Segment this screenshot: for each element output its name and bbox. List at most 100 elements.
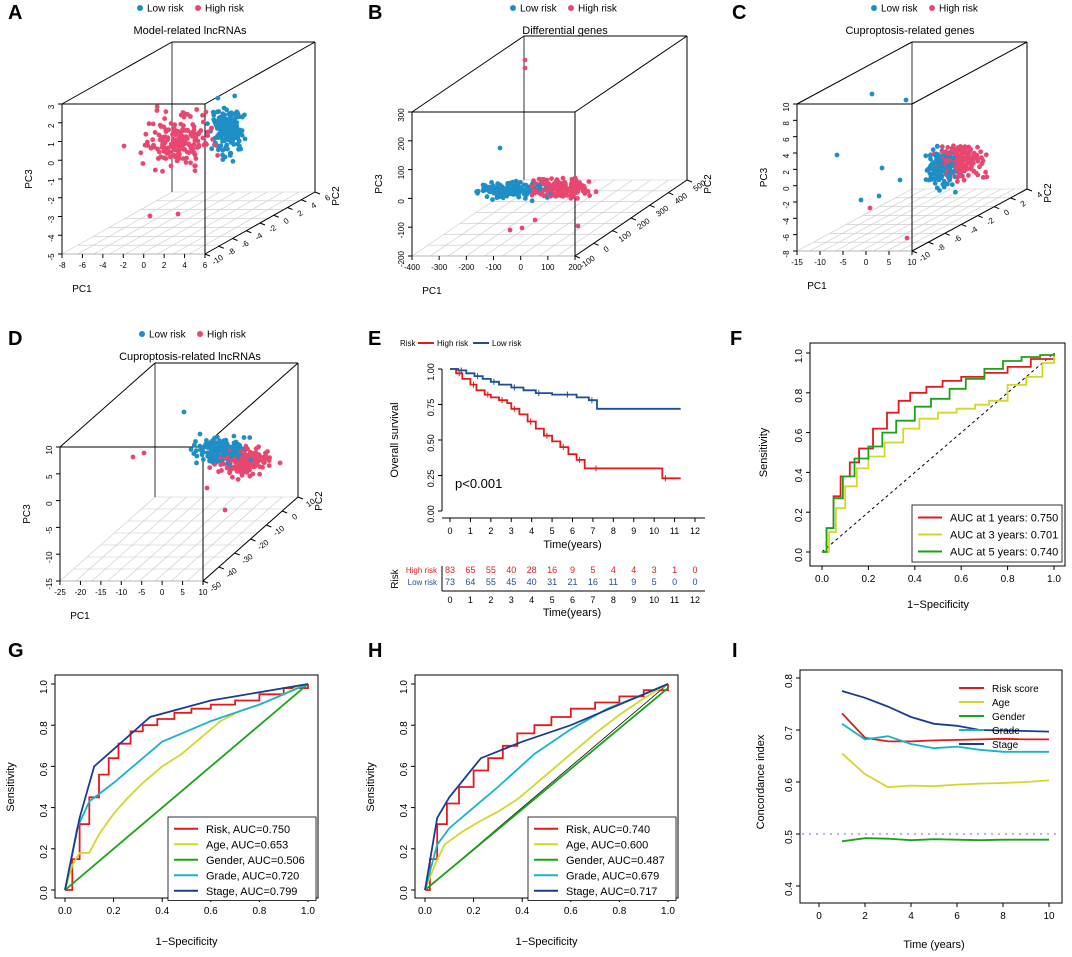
low-risk-point: [930, 147, 936, 153]
high-risk-point: [978, 149, 983, 155]
low-risk-point: [194, 460, 199, 466]
x-tick-label: 7: [590, 526, 595, 536]
plot-title: Differential genes: [522, 25, 608, 37]
floor-grid-line: [860, 188, 977, 252]
risk-table-x-tick-label: 1: [468, 595, 473, 605]
high-risk-point: [262, 457, 267, 462]
risk-table-x-tick-label: 10: [649, 595, 659, 605]
high-risk-point: [974, 153, 980, 159]
floor-grid-line: [835, 188, 951, 252]
z-tick-label: -3: [47, 215, 56, 223]
z-tick-label: -5: [45, 526, 54, 534]
roc-time-plot: 0.0 0.2 0.4 0.6 0.8 1.0 0.0 0.2 0.4 0.6 0.8 1.0 1−Sp…: [758, 342, 1066, 611]
y-tick-label: -8: [935, 242, 946, 254]
x-tick-label: 0.8: [612, 906, 626, 917]
z-tick-label: 0: [397, 199, 406, 204]
x-tick-label: -5: [138, 588, 146, 597]
high-risk-point: [146, 121, 152, 127]
low-risk-point: [188, 447, 194, 452]
x-axis-label: Time (years): [903, 939, 964, 951]
high-risk-point: [173, 128, 179, 134]
low-risk-point: [218, 143, 224, 149]
y-tick: [630, 217, 637, 221]
y-tick-label: 0.4: [39, 803, 50, 817]
high-risk-point: [175, 211, 181, 217]
high-risk-point: [522, 65, 528, 71]
risk-table-x-axis-label: Time(years): [543, 607, 601, 619]
floor-grid-line: [123, 496, 219, 582]
x-tick-label: 0.2: [861, 574, 875, 585]
x-tick-label: 10: [649, 526, 659, 536]
high-risk-point: [193, 135, 199, 140]
high-risk-point: [566, 187, 572, 192]
risk-table-x-tick-label: 0: [447, 595, 452, 605]
low-risk-point: [949, 182, 955, 188]
x-tick-label: -15: [791, 258, 803, 267]
y-tick-label: 0.0: [794, 548, 805, 562]
low-risk-point: [227, 123, 233, 129]
legend-label: Grade: [992, 726, 1020, 737]
low-risk-point: [209, 146, 215, 152]
low-risk-point: [221, 439, 226, 445]
z-tick-label: -200: [397, 250, 406, 267]
y-tick: [218, 245, 224, 249]
high-risk-point: [204, 142, 209, 147]
high-risk-point: [263, 450, 268, 456]
high-risk-point: [579, 183, 585, 188]
high-risk-point: [586, 179, 592, 185]
low-risk-point: [207, 453, 212, 459]
high-risk-point: [563, 181, 568, 187]
roc-curve-yellow: [822, 353, 1055, 553]
low-risk-point: [940, 181, 946, 187]
y-tick-label: 0.50: [426, 434, 436, 452]
low-risk-point: [935, 160, 941, 166]
low-risk-point: [211, 112, 217, 118]
low-risk-point: [876, 193, 882, 199]
low-risk-point: [903, 97, 909, 103]
c-index-curve-yellow: [841, 752, 1050, 789]
high-risk-point: [192, 163, 198, 169]
y-tick-label: 0.4: [794, 468, 805, 482]
high-risk-point: [554, 185, 560, 191]
high-risk-point: [188, 132, 194, 138]
x-axis-label: 1−Specificity: [907, 599, 970, 611]
x-tick-label: 0.0: [58, 906, 72, 917]
x-axis-label: PC1: [807, 281, 827, 292]
high-risk-point: [163, 156, 169, 161]
y-tick-label: 0.0: [39, 886, 50, 900]
high-risk-point: [191, 127, 197, 133]
y-tick-label: -4: [968, 224, 979, 236]
high-risk-point: [553, 193, 559, 199]
high-risk-point: [193, 156, 199, 162]
risk-table-count: 28: [527, 565, 537, 575]
y-tick-label: -40: [224, 566, 239, 580]
roc-curve-cyan: [64, 683, 309, 891]
box-edge: [59, 362, 156, 448]
low-risk-point: [927, 171, 933, 177]
high-risk-point: [183, 128, 188, 133]
z-tick-label: 200: [397, 137, 406, 151]
high-risk-point: [260, 464, 265, 470]
high-risk-point: [968, 147, 974, 152]
y-tick-label: 0: [282, 216, 291, 226]
low-risk-point: [214, 434, 220, 440]
high-risk-point: [519, 225, 525, 231]
high-risk-point: [970, 160, 976, 166]
z-tick-label: 0: [782, 186, 791, 191]
high-risk-point: [550, 183, 556, 189]
high-risk-point: [956, 169, 962, 175]
low-risk-point: [215, 133, 220, 139]
high-risk-point: [192, 168, 198, 174]
high-risk-point: [956, 162, 962, 168]
low-risk-point: [523, 196, 528, 201]
high-risk-point: [154, 104, 160, 109]
x-tick-label: 6: [570, 526, 575, 536]
panel-label-g: G: [8, 640, 24, 662]
pca-plot-cuproptosis-lncrnas: Low risk High risk Cuproptosis-related lnc…: [22, 330, 325, 623]
low-risk-point: [214, 109, 220, 115]
high-risk-point: [256, 444, 261, 450]
legend-low-risk-marker: [510, 5, 516, 11]
y-tick: [273, 214, 279, 218]
roc-curve-red: [65, 684, 309, 891]
legend-label: Grade, AUC=0.720: [206, 870, 299, 882]
